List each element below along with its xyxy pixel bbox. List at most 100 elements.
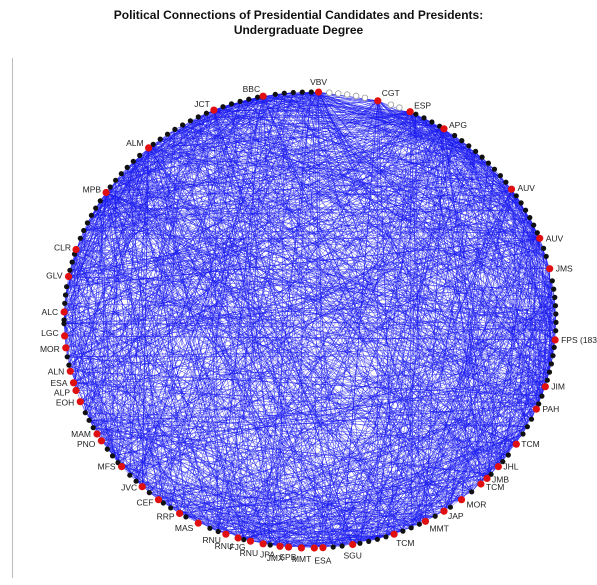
node-other <box>255 94 261 100</box>
node-candidate <box>512 440 520 448</box>
node-other <box>536 401 542 407</box>
title-line-1: Political Connections of Presidential Ca… <box>113 8 484 22</box>
node-candidate <box>406 108 414 116</box>
node-other <box>69 259 75 265</box>
node-other <box>88 212 94 218</box>
node-other <box>447 504 453 510</box>
node-candidate <box>276 542 284 550</box>
node-other <box>84 220 90 226</box>
node-candidate <box>297 544 305 552</box>
node-other <box>543 253 549 259</box>
node-label: RNU <box>215 541 233 551</box>
node-candidate <box>546 265 554 273</box>
node-other <box>531 222 537 228</box>
node-candidate <box>76 398 84 406</box>
chart-title: Political Connections of Presidential Ca… <box>0 8 597 38</box>
node-label: JMB <box>492 474 509 484</box>
node-other <box>500 459 506 465</box>
node-label: TCM <box>521 439 539 449</box>
node-label: JMS <box>556 264 573 274</box>
node-unconnected <box>335 90 342 97</box>
node-other <box>62 292 69 298</box>
node-candidate <box>421 517 430 525</box>
node-other <box>339 543 345 549</box>
connection-edges <box>63 91 557 549</box>
node-candidate <box>102 188 110 197</box>
node-other <box>497 173 503 179</box>
node-candidate <box>310 544 318 552</box>
node-label: RNU <box>240 548 258 558</box>
node-other <box>203 110 209 116</box>
node-other <box>553 319 559 325</box>
node-other <box>64 284 70 290</box>
node-other <box>527 215 533 221</box>
node-label: CGT <box>382 88 400 98</box>
node-other <box>520 431 526 437</box>
node-other <box>491 166 498 172</box>
node-candidate <box>390 530 398 538</box>
node-other <box>207 525 213 531</box>
node-label: FPS (183 <box>561 335 597 345</box>
node-other <box>485 160 491 166</box>
node-other <box>488 471 494 477</box>
node-other <box>124 164 130 170</box>
node-candidate <box>440 125 448 133</box>
node-other <box>383 534 389 540</box>
node-label: RNU <box>202 535 220 545</box>
node-other <box>150 141 156 147</box>
node-other <box>513 193 519 199</box>
node-other <box>479 154 485 160</box>
node-other <box>133 478 139 484</box>
node-other <box>215 528 221 535</box>
node-other <box>523 207 529 213</box>
node-label: MMT <box>292 554 311 564</box>
node-other <box>366 538 372 545</box>
node-label: VBV <box>310 77 327 87</box>
node-other <box>553 311 559 317</box>
node-candidate <box>532 405 541 413</box>
node-unconnected <box>326 89 333 96</box>
node-other <box>127 472 133 478</box>
node-other <box>413 111 419 117</box>
node-label: MMT <box>430 523 449 533</box>
node-candidate <box>536 234 544 242</box>
node-other <box>180 122 186 128</box>
node-candidate <box>246 537 255 545</box>
node-label: MOR <box>467 500 487 510</box>
node-candidate <box>72 386 80 395</box>
node-candidate <box>440 507 448 515</box>
node-other <box>160 500 166 506</box>
node-unconnected <box>361 94 369 101</box>
node-other <box>81 227 87 234</box>
node-label: MAM <box>71 429 91 439</box>
node-label: EOH <box>56 398 74 408</box>
node-other <box>473 148 479 154</box>
node-other <box>62 300 68 306</box>
node-other <box>432 513 438 519</box>
node-other <box>281 90 287 96</box>
node-other <box>164 131 171 137</box>
node-other <box>187 118 193 124</box>
node-other <box>539 393 545 399</box>
node-other <box>118 171 124 177</box>
node-other <box>374 536 380 542</box>
node-candidate <box>194 519 202 527</box>
node-label: FJG <box>229 542 245 552</box>
node-label: JAP <box>448 511 464 521</box>
node-label: GLV <box>46 271 63 281</box>
node-label: ALM <box>126 138 143 148</box>
node-other <box>518 200 524 206</box>
node-other <box>541 245 547 251</box>
node-other <box>104 446 110 452</box>
node-candidate <box>93 430 101 438</box>
node-other <box>93 205 99 211</box>
node-label: APG <box>449 120 467 130</box>
node-other <box>544 377 550 383</box>
node-label: PNO <box>77 439 96 449</box>
node-other <box>416 521 422 527</box>
node-other <box>67 267 73 273</box>
node-candidate <box>138 483 146 491</box>
node-other <box>109 453 116 459</box>
node-label: AUV <box>546 233 564 243</box>
node-candidate <box>97 437 105 445</box>
